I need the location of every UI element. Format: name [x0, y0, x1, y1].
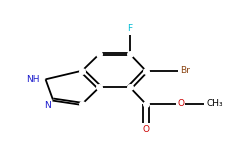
Text: O: O	[142, 125, 149, 134]
Text: Br: Br	[180, 66, 190, 75]
Text: O: O	[177, 99, 184, 108]
Text: F: F	[127, 24, 132, 33]
Text: NH: NH	[26, 75, 40, 84]
Text: N: N	[44, 101, 51, 110]
Text: CH₃: CH₃	[207, 99, 224, 108]
